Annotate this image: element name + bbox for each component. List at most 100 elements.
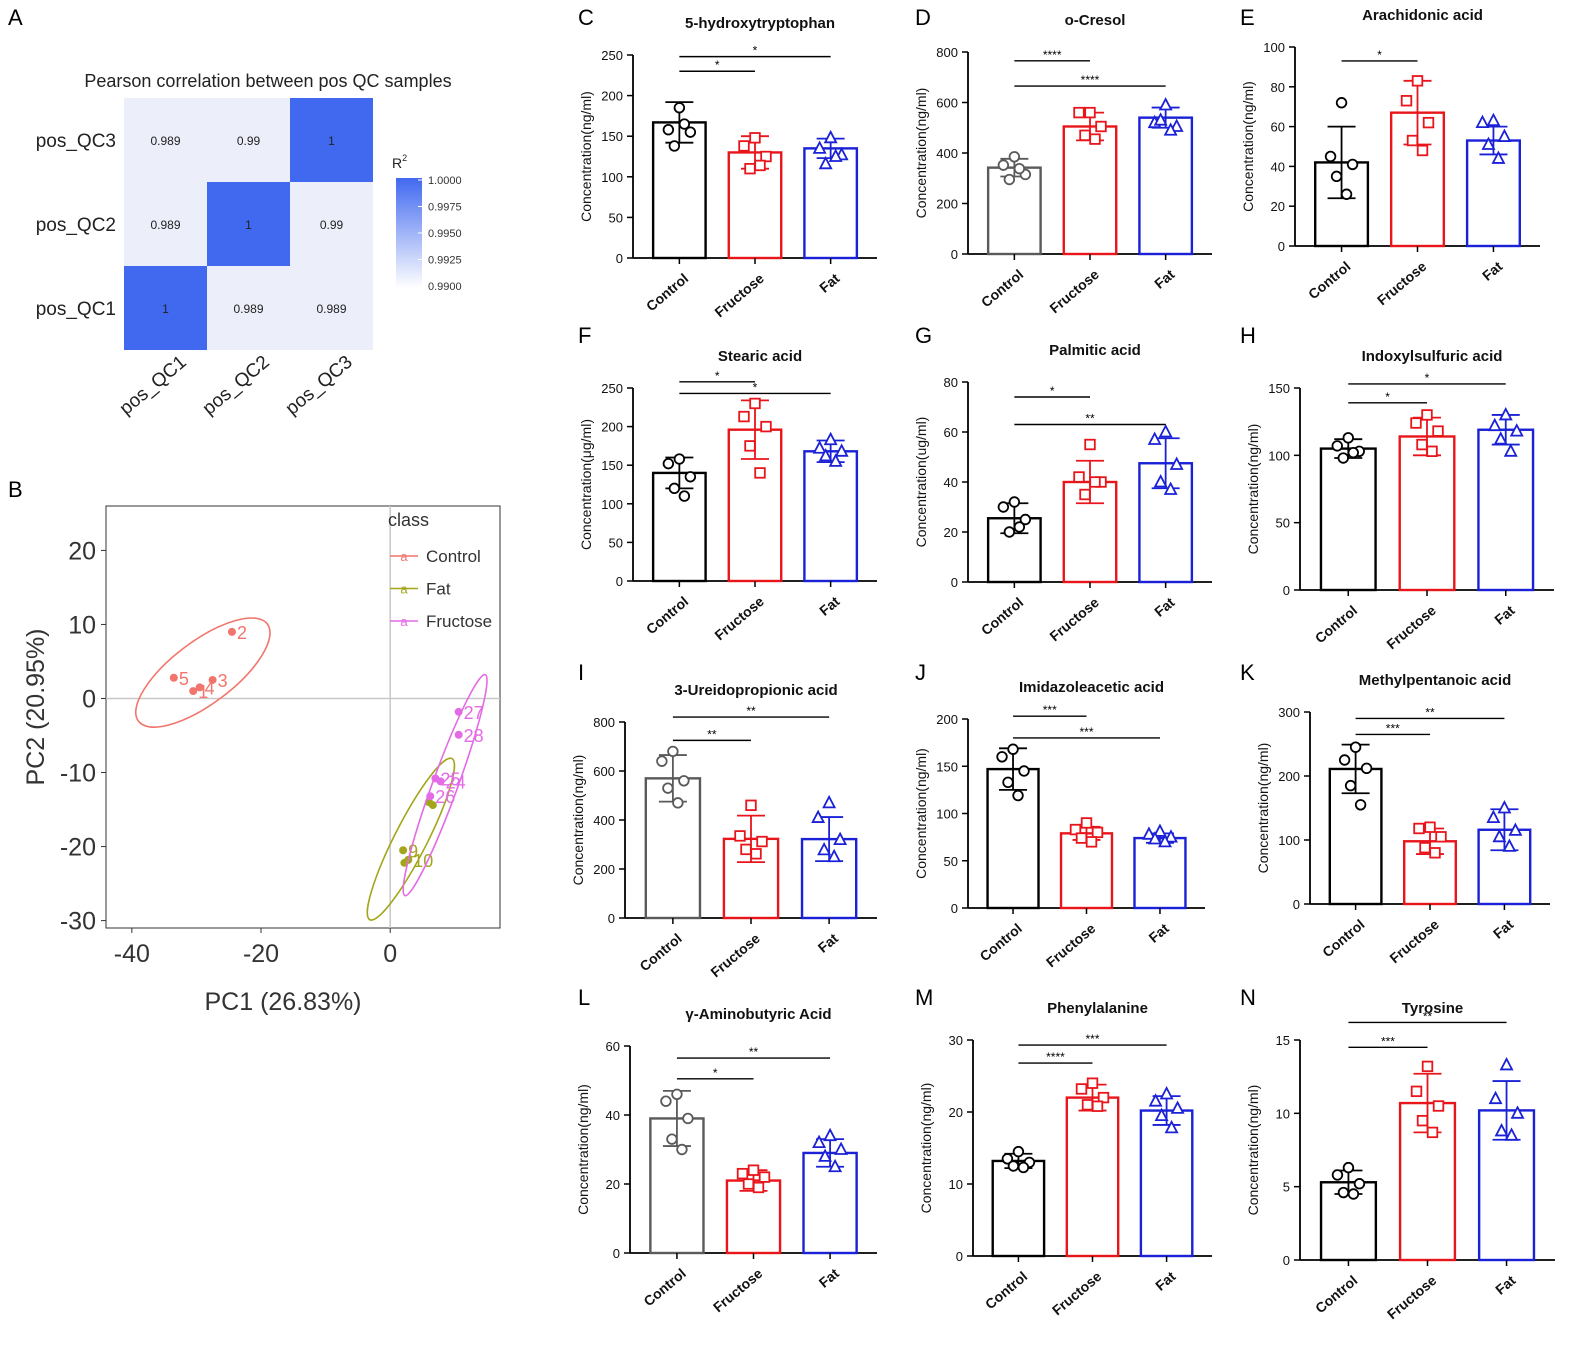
data-point-triangle — [812, 1134, 827, 1148]
significance-label: * — [753, 380, 758, 394]
data-point-square — [749, 397, 761, 410]
y-tick-label: 100 — [601, 170, 623, 185]
data-point-square — [760, 420, 772, 433]
y-tick-label: 60 — [1271, 120, 1285, 135]
data-point-triangle — [1481, 136, 1496, 150]
x-tick-label: Control — [978, 594, 1026, 638]
y-tick-label: 0 — [1283, 583, 1290, 598]
x-tick-label: 0 — [383, 940, 397, 968]
panel-label: H — [1240, 323, 1256, 348]
y-tick-label: -10 — [60, 760, 96, 788]
data-point-square — [1073, 471, 1085, 483]
data-point-circle — [997, 501, 1010, 513]
data-point-circle — [1008, 151, 1021, 163]
heatmap-title: Pearson correlation between pos QC sampl… — [84, 71, 451, 91]
x-tick-label: Fructose — [1049, 1268, 1105, 1318]
heatmap-row-label: pos_QC1 — [36, 299, 116, 320]
data-point-triangle — [1158, 424, 1173, 438]
x-tick-label: Fat — [1151, 594, 1178, 620]
panel-label: A — [8, 5, 23, 30]
scatter-point — [227, 627, 236, 636]
data-point-square — [1416, 144, 1429, 157]
scatter-point — [195, 683, 204, 692]
legend-title: R2 — [392, 153, 407, 171]
data-point-square — [1416, 438, 1428, 451]
significance-label: *** — [1085, 1032, 1099, 1046]
y-tick-label: 0 — [608, 911, 615, 926]
confidence-ellipse — [366, 757, 456, 921]
point-label: 1 — [198, 682, 208, 702]
data-point-circle — [656, 755, 668, 767]
x-tick-label: Fat — [1152, 1268, 1179, 1294]
bar — [1465, 139, 1521, 248]
data-point-square — [1410, 1085, 1423, 1098]
bar-panel-h: H Indoxylsulfuric acid 0 50 100 150 Concentrat… — [1240, 323, 1554, 652]
data-point-triangle — [1159, 1086, 1174, 1100]
y-tick-label: 20 — [606, 1177, 620, 1192]
data-point-square — [1432, 1100, 1445, 1112]
significance-label: * — [1385, 390, 1390, 404]
data-point-circle — [1337, 1186, 1350, 1199]
y-tick-label: 0 — [616, 251, 623, 266]
bar-group-fat — [1477, 1056, 1536, 1262]
data-point-triangle — [1510, 1105, 1525, 1119]
y-tick-label: 40 — [944, 475, 958, 490]
data-point-circle — [1353, 1178, 1366, 1190]
legend-item-control: a Control — [390, 547, 481, 566]
bar-group-fructose — [727, 397, 783, 583]
data-point-triangle — [1487, 417, 1502, 432]
y-tick-label: -20 — [60, 834, 96, 862]
x-tick-label: Fructose — [710, 1265, 766, 1315]
y-tick-label: 10 — [1276, 1106, 1290, 1121]
significance-label: **** — [1043, 48, 1062, 62]
bar-group-fructose — [722, 799, 780, 920]
data-point-square — [1097, 1091, 1110, 1104]
data-point-circle — [1018, 765, 1030, 777]
data-point-triangle — [1169, 118, 1184, 132]
y-tick-label: 400 — [936, 146, 958, 161]
data-point-circle — [1013, 162, 1026, 175]
y-axis-label: Concentration(ng/ml) — [570, 755, 586, 886]
bar-group-fructose — [1062, 438, 1118, 584]
significance-label: * — [1377, 48, 1382, 62]
data-point-circle — [1330, 170, 1343, 183]
data-point-circle — [1007, 1160, 1020, 1172]
panel-label: C — [578, 5, 594, 30]
bar-panel-l: Lγ-Aminobutyric Acid 0 20 40 60 Concentration… — [575, 985, 877, 1315]
data-point-triangle — [827, 848, 842, 863]
pca-panel-b: B -40 -20 0 20 10 0 -10 -20 -30 PC1 (26.83%) PC2 (2… — [8, 477, 501, 1016]
point-label: 4 — [205, 678, 215, 698]
data-point-triangle — [1163, 122, 1178, 136]
data-point-square — [1079, 129, 1091, 142]
y-tick-label: 50 — [1276, 516, 1290, 531]
plot-border — [105, 505, 501, 929]
data-point-square — [1089, 133, 1101, 145]
y-tick-label: 100 — [1268, 448, 1290, 463]
bar-group-fat — [1139, 1086, 1194, 1258]
data-point-square — [758, 1171, 771, 1183]
bar-group-control — [1328, 741, 1383, 906]
data-point-triangle — [823, 1127, 838, 1142]
x-tick-label: Control — [1312, 602, 1360, 646]
significance-label: ** — [707, 727, 717, 741]
x-tick-label: Fat — [1151, 266, 1178, 292]
data-point-triangle — [1497, 800, 1512, 814]
significance-label: * — [713, 1066, 718, 1080]
y-tick-label: 200 — [593, 862, 615, 877]
heatmap-row-label: pos_QC3 — [36, 131, 116, 152]
data-point-circle — [673, 102, 686, 114]
y-axis-label: Concentration(ng/ml) — [918, 1083, 934, 1214]
x-tick-label: Fat — [1492, 1272, 1519, 1298]
legend-tick-label: 0.9950 — [428, 228, 462, 240]
y-tick-label: 300 — [1278, 705, 1300, 720]
bar-panel-f: F Stearic acid 0 50 100 150 200 250 Concentratio… — [578, 323, 877, 643]
data-point-triangle — [1158, 97, 1173, 111]
data-point-square — [750, 848, 762, 860]
y-tick-label: 0 — [1278, 239, 1285, 254]
data-point-circle — [1331, 440, 1343, 452]
legend-title-sup: 2 — [402, 153, 407, 163]
y-tick-label: 50 — [609, 210, 623, 225]
data-point-square — [1432, 425, 1444, 437]
bar-panel-e: E Arachidonic acid 0 20 40 60 80 100 Concentrati… — [1240, 5, 1540, 308]
legend-tick-label: 0.9925 — [428, 255, 462, 267]
